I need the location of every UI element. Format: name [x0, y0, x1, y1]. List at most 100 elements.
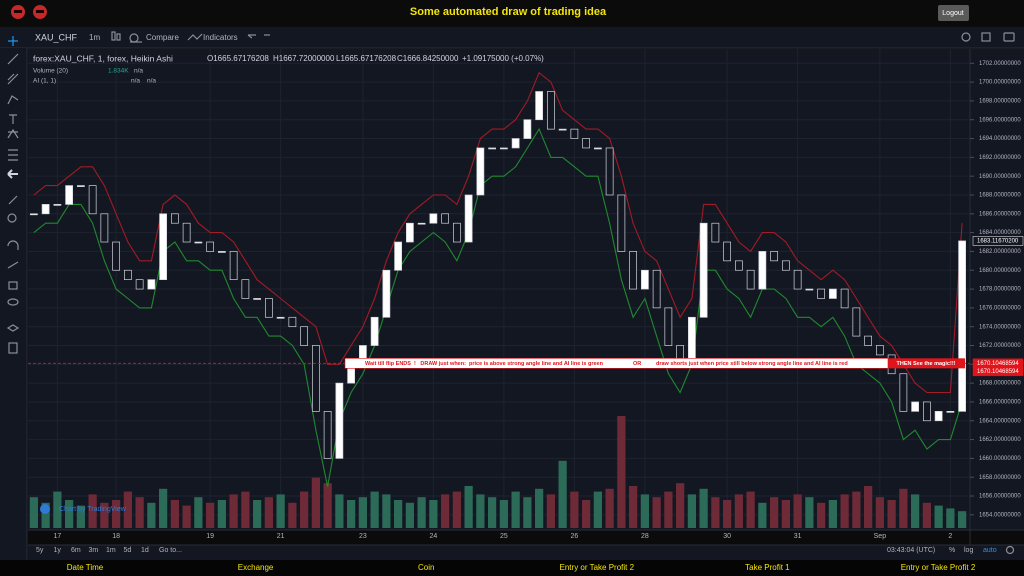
volume-bar	[676, 483, 685, 528]
y-tick-label: 1680.00000000	[979, 268, 1021, 274]
range-button[interactable]: 5y	[36, 547, 44, 554]
clock: 03:43:04 (UTC)	[887, 547, 935, 554]
volume-bar	[264, 497, 273, 528]
candle	[793, 269, 802, 290]
candle	[406, 222, 414, 243]
x-tick-label: 17	[53, 533, 61, 540]
candle	[652, 269, 661, 309]
goto[interactable]: Go to...	[159, 547, 182, 554]
volume-bar	[135, 497, 144, 528]
watermark-logo	[40, 504, 50, 514]
x-tick-label: 25	[500, 533, 508, 540]
volume-bar	[546, 494, 555, 528]
candle	[664, 307, 673, 346]
volume-bar	[206, 502, 215, 528]
percent-toggle[interactable]: %	[949, 547, 955, 554]
candle	[629, 251, 637, 290]
range-button[interactable]: 3m	[89, 547, 99, 554]
volume-bar	[629, 486, 638, 528]
volume-bar	[758, 502, 767, 528]
symbol[interactable]: XAU_CHF	[35, 32, 78, 42]
candle	[605, 147, 614, 196]
range-button[interactable]: 6m	[71, 547, 81, 554]
footer-label: Entry or Take Profit 2	[901, 563, 976, 572]
compare[interactable]: Compare	[146, 33, 179, 42]
logout-label[interactable]: Logout	[942, 10, 963, 17]
drawing-tools[interactable]	[6, 36, 20, 354]
candle	[335, 382, 344, 459]
candle	[53, 204, 62, 206]
volume-bar	[511, 491, 520, 528]
footer-labels: Date Time Exchange Coin Entry or Take Profi…	[67, 563, 976, 572]
y-tick-label: 1688.00000000	[979, 193, 1021, 199]
y-tick-label: 1684.00000000	[979, 230, 1021, 236]
compare-icon[interactable]	[129, 33, 142, 43]
volume-bar	[323, 483, 332, 528]
volume-bar	[382, 494, 391, 528]
auto-toggle[interactable]: auto	[983, 547, 997, 554]
study-extra: n/a	[147, 78, 156, 85]
undo-icon[interactable]	[247, 34, 256, 39]
y-tick-label: 1672.00000000	[979, 343, 1021, 349]
volume-bar	[100, 502, 109, 528]
candle	[617, 194, 626, 252]
range-button[interactable]: 5d	[124, 547, 132, 554]
candle	[159, 213, 168, 281]
volume-bar	[899, 488, 908, 528]
toolbar	[0, 27, 1024, 48]
watermark[interactable]: Chart by TradingView	[59, 506, 127, 513]
candle	[65, 185, 73, 205]
volume-bar	[417, 497, 426, 528]
settings-icon[interactable]	[961, 32, 971, 42]
logout-button[interactable]	[938, 5, 969, 21]
candle	[922, 401, 931, 422]
volume-bar	[41, 502, 50, 528]
candle	[500, 147, 508, 150]
annotation-emphasis: THEN See the magic!!!	[897, 361, 956, 367]
candle	[711, 222, 720, 243]
top-bar	[0, 0, 1024, 27]
y-tick-label: 1702.00000000	[979, 61, 1021, 67]
volume-bar	[429, 500, 438, 528]
snapshot-icon[interactable]	[1003, 32, 1015, 42]
legend-high: H1667.72000000	[273, 54, 335, 63]
candle	[265, 298, 273, 318]
candle	[453, 222, 461, 243]
range-button[interactable]: 1y	[54, 547, 62, 554]
indicators-icon[interactable]	[187, 33, 203, 41]
footer-label: Date Time	[67, 563, 104, 572]
x-tick-label: 28	[641, 533, 649, 540]
volume-bar	[523, 497, 532, 528]
candle	[429, 213, 438, 224]
candle	[229, 251, 238, 281]
volume-bar	[958, 511, 967, 528]
candle	[417, 222, 426, 225]
y-tick-label: 1696.00000000	[979, 117, 1021, 123]
y-tick-label: 1676.00000000	[979, 305, 1021, 311]
study-name: AI (1, 1)	[33, 78, 56, 85]
candle	[300, 326, 309, 346]
candle	[41, 204, 50, 215]
volume-bar	[817, 502, 826, 528]
log-toggle[interactable]: log	[964, 547, 973, 554]
volume-bar	[946, 508, 955, 528]
range-button[interactable]: 1d	[141, 547, 149, 554]
interval[interactable]: 1m	[89, 33, 100, 42]
volume-bar	[88, 494, 97, 528]
indicators[interactable]: Indicators	[203, 33, 238, 42]
x-tick-label: 18	[112, 533, 120, 540]
axis-settings-icon[interactable]	[1005, 545, 1015, 555]
chart-style-icon[interactable]	[111, 31, 121, 41]
volume-bar	[699, 488, 708, 528]
volume-bar	[488, 497, 497, 528]
fullscreen-icon[interactable]	[981, 32, 991, 42]
volume-bar	[112, 500, 121, 528]
volume-bar	[394, 500, 403, 528]
range-button[interactable]: 1m	[106, 547, 116, 554]
volume-bar	[229, 494, 238, 528]
volume-bar	[687, 494, 696, 528]
candle	[441, 213, 450, 224]
y-tick-label: 1658.00000000	[979, 475, 1021, 481]
x-tick-label: 31	[794, 533, 802, 540]
volume-bar	[476, 494, 485, 528]
